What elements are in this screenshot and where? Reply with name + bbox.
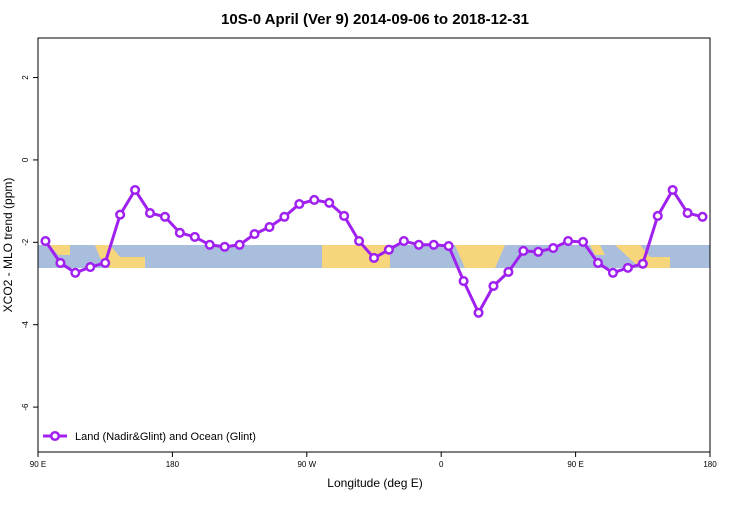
y-tick-label: -4 <box>21 321 30 329</box>
y-tick-label: -2 <box>21 238 30 246</box>
chart-title: 10S-0 April (Ver 9) 2014-09-06 to 2018-1… <box>221 11 529 28</box>
legend-marker <box>49 430 61 442</box>
y-tick-label: 2 <box>21 75 30 80</box>
point <box>607 267 618 278</box>
point <box>159 211 170 222</box>
point <box>324 197 335 208</box>
point <box>189 231 200 243</box>
legend-label: Land (Nadir&Glint) and Ocean (Glint) <box>75 431 256 443</box>
point <box>234 239 245 250</box>
point <box>204 239 215 250</box>
x-tick-label: 90 E <box>567 460 583 469</box>
point <box>354 236 365 247</box>
point <box>563 236 574 247</box>
x-axis-label: Longitude (deg E) <box>327 476 422 490</box>
point <box>130 184 141 196</box>
point <box>70 267 81 278</box>
point <box>518 245 529 257</box>
point <box>622 262 633 273</box>
point <box>264 222 275 233</box>
y-axis-label: XCO2 - MLO trend (ppm) <box>1 178 15 313</box>
point <box>637 258 648 269</box>
plot-frame <box>37 37 711 453</box>
point <box>533 246 544 257</box>
point <box>473 307 484 318</box>
point <box>219 241 230 252</box>
point <box>592 257 604 268</box>
point <box>100 257 111 268</box>
x-tick-label: 90 E <box>30 460 46 469</box>
point <box>294 198 305 210</box>
x-tick-label: 180 <box>166 460 180 469</box>
point <box>55 257 66 268</box>
point <box>85 261 96 273</box>
point <box>383 244 394 255</box>
point <box>697 211 708 222</box>
point <box>548 243 559 254</box>
point <box>413 239 424 250</box>
point <box>279 211 290 222</box>
point <box>339 210 350 222</box>
point <box>443 240 454 252</box>
point <box>428 239 439 250</box>
point <box>40 236 51 247</box>
point <box>398 236 409 247</box>
x-tick-label: 0 <box>439 460 444 469</box>
point <box>652 210 663 222</box>
y-tick-label: -6 <box>21 403 30 411</box>
point <box>249 229 260 240</box>
point <box>578 236 589 247</box>
x-tick-label: 90 W <box>297 460 316 469</box>
point <box>682 208 693 219</box>
point <box>368 252 380 264</box>
point <box>309 194 320 205</box>
point <box>488 280 499 292</box>
x-tick-label: 180 <box>703 460 717 469</box>
point <box>458 275 469 287</box>
point <box>115 209 126 220</box>
y-tick-label: 0 <box>21 157 30 162</box>
point <box>667 184 678 196</box>
point <box>144 208 156 219</box>
point <box>174 227 185 238</box>
point <box>503 266 514 278</box>
